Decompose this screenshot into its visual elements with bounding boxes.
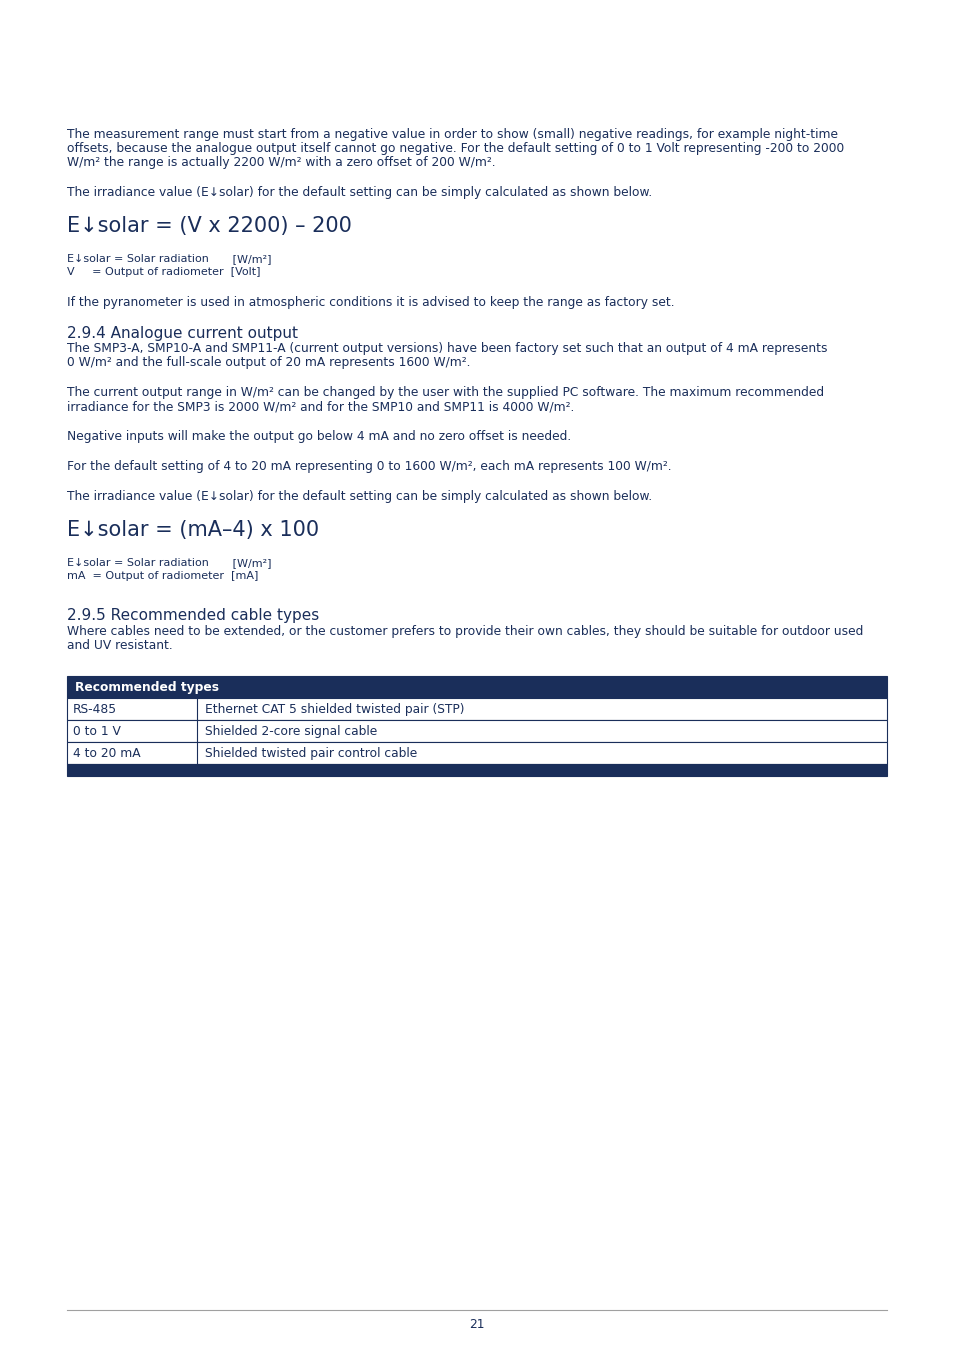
Text: 4 to 20 mA: 4 to 20 mA (73, 748, 140, 760)
Text: The irradiance value (E↓solar) for the default setting can be simply calculated : The irradiance value (E↓solar) for the d… (67, 186, 652, 198)
Text: E↓solar = (mA–4) x 100: E↓solar = (mA–4) x 100 (67, 520, 319, 540)
Text: Negative inputs will make the output go below 4 mA and no zero offset is needed.: Negative inputs will make the output go … (67, 431, 571, 443)
Text: Recommended types: Recommended types (75, 682, 219, 694)
Text: The measurement range must start from a negative value in order to show (small) : The measurement range must start from a … (67, 128, 837, 140)
Text: mA  = Output of radiometer  [mA]: mA = Output of radiometer [mA] (67, 571, 258, 580)
Text: RS-485: RS-485 (73, 703, 117, 717)
Text: [W/m²]: [W/m²] (214, 254, 272, 265)
Text: 21: 21 (469, 1318, 484, 1331)
Text: If the pyranometer is used in atmospheric conditions it is advised to keep the r: If the pyranometer is used in atmospheri… (67, 296, 674, 309)
Text: and UV resistant.: and UV resistant. (67, 639, 172, 652)
Bar (67, 764, 886, 776)
Text: 0 to 1 V: 0 to 1 V (73, 725, 121, 738)
Text: The current output range in W/m² can be changed by the user with the supplied PC: The current output range in W/m² can be … (67, 386, 823, 400)
Text: For the default setting of 4 to 20 mA representing 0 to 1600 W/m², each mA repre: For the default setting of 4 to 20 mA re… (67, 460, 671, 472)
Text: 0 W/m² and the full-scale output of 20 mA represents 1600 W/m².: 0 W/m² and the full-scale output of 20 m… (67, 356, 470, 370)
Text: E↓solar = (V x 2200) – 200: E↓solar = (V x 2200) – 200 (67, 216, 352, 236)
Text: Shielded twisted pair control cable: Shielded twisted pair control cable (205, 748, 416, 760)
Text: 2.9.5 Recommended cable types: 2.9.5 Recommended cable types (67, 608, 319, 622)
Text: E↓solar = Solar radiation: E↓solar = Solar radiation (67, 558, 209, 568)
Bar (67, 698, 886, 721)
Bar (67, 721, 886, 743)
Text: The irradiance value (E↓solar) for the default setting can be simply calculated : The irradiance value (E↓solar) for the d… (67, 490, 652, 504)
Text: E↓solar = Solar radiation: E↓solar = Solar radiation (67, 254, 209, 265)
Bar (67, 743, 886, 764)
Text: W/m² the range is actually 2200 W/m² with a zero offset of 200 W/m².: W/m² the range is actually 2200 W/m² wit… (67, 157, 496, 169)
Text: [W/m²]: [W/m²] (214, 558, 272, 568)
Text: irradiance for the SMP3 is 2000 W/m² and for the SMP10 and SMP11 is 4000 W/m².: irradiance for the SMP3 is 2000 W/m² and… (67, 401, 574, 413)
Text: Shielded 2-core signal cable: Shielded 2-core signal cable (205, 725, 376, 738)
Text: Where cables need to be extended, or the customer prefers to provide their own c: Where cables need to be extended, or the… (67, 625, 862, 637)
Text: V     = Output of radiometer  [Volt]: V = Output of radiometer [Volt] (67, 267, 260, 277)
Text: The SMP3-A, SMP10-A and SMP11-A (current output versions) have been factory set : The SMP3-A, SMP10-A and SMP11-A (current… (67, 343, 826, 355)
Text: offsets, because the analogue output itself cannot go negative. For the default : offsets, because the analogue output its… (67, 142, 843, 155)
Text: Ethernet CAT 5 shielded twisted pair (STP): Ethernet CAT 5 shielded twisted pair (ST… (205, 703, 464, 717)
Bar (67, 676, 886, 698)
Text: 2.9.4 Analogue current output: 2.9.4 Analogue current output (67, 325, 297, 340)
